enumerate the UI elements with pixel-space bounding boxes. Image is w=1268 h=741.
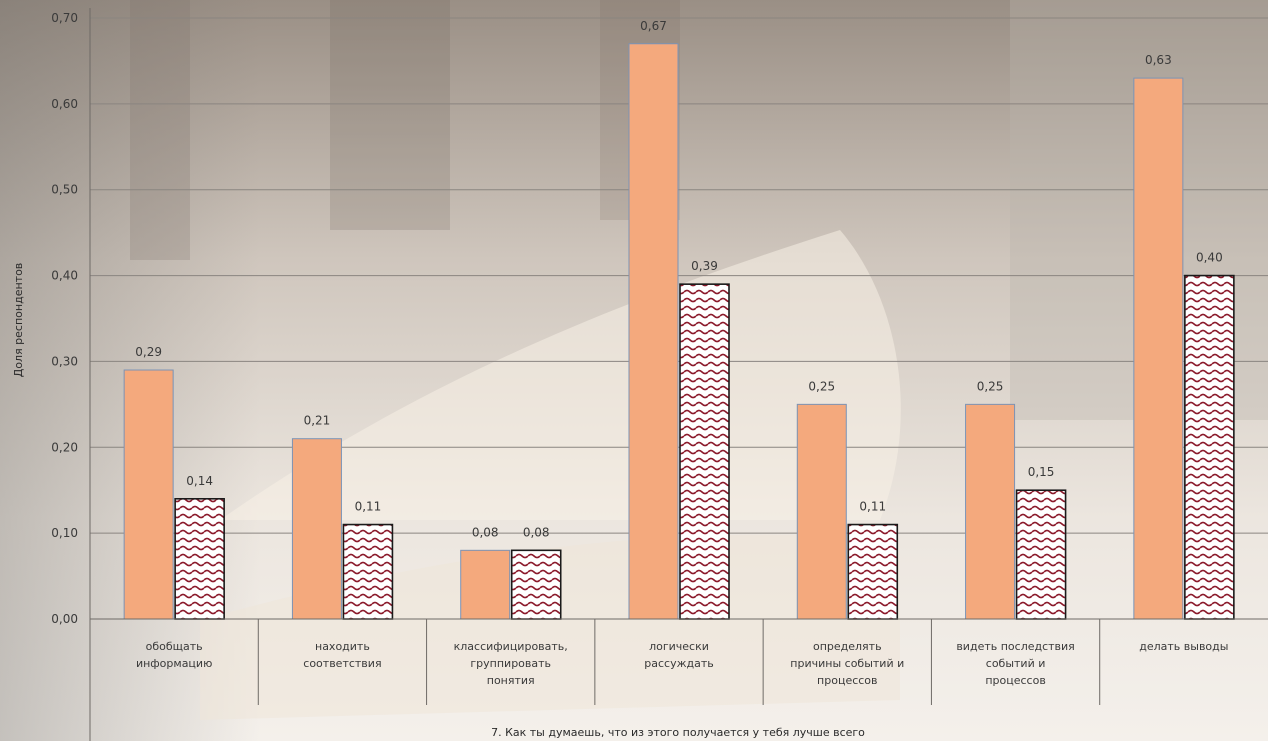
category-label-line: соответствия [303, 657, 381, 670]
y-tick-label: 0,40 [51, 269, 78, 283]
bar [679, 283, 730, 620]
bar [174, 497, 225, 620]
data-label: 0,25 [977, 379, 1004, 393]
data-label: 0,40 [1196, 251, 1223, 265]
category-label: логически рассуждать [644, 640, 713, 670]
y-axis-title: Доля респондентов [12, 263, 25, 378]
category-label-line: видеть последствия [956, 640, 1074, 653]
data-label: 0,25 [808, 379, 835, 393]
bar [847, 523, 899, 620]
data-labels: 0,29 0,21 0,08 0,67 0,25 0,25 0,63 0,14 0,11 0,08… [135, 19, 1222, 540]
data-label: 0,67 [640, 19, 667, 33]
category-label: определять причины событий и процессов [790, 640, 904, 687]
data-label: 0,15 [1028, 465, 1055, 479]
y-axis-ticks: 0,00 0,10 0,20 0,30 0,40 0,50 0,60 0,70 [51, 11, 78, 626]
category-label-line: классифицировать, [454, 640, 568, 653]
category-label-line: понятия [487, 674, 535, 687]
bar [965, 403, 1016, 620]
data-label: 0,39 [691, 259, 718, 273]
category-label: классифицировать, группировать понятия [454, 640, 568, 687]
category-label-line: процессов [985, 674, 1045, 687]
bar [1133, 77, 1184, 620]
bar [1184, 274, 1235, 620]
category-label: находить соответствия [303, 640, 381, 670]
data-label: 0,08 [472, 525, 499, 539]
category-label-line: определять [813, 640, 882, 653]
bar [1015, 489, 1067, 620]
y-tick-label: 0,10 [51, 526, 78, 540]
data-label: 0,11 [859, 500, 886, 514]
bar [796, 403, 847, 620]
data-label: 0,08 [523, 525, 550, 539]
category-label-line: событий и [986, 657, 1046, 670]
bar [291, 438, 342, 620]
category-label-line: причины событий и [790, 657, 904, 670]
category-label-line: находить [315, 640, 370, 653]
bars [123, 43, 1235, 620]
data-label: 0,11 [355, 500, 382, 514]
y-tick-label: 0,20 [51, 440, 78, 454]
y-tick-label: 0,30 [51, 354, 78, 368]
data-label: 0,63 [1145, 53, 1172, 67]
y-tick-label: 0,00 [51, 612, 78, 626]
category-label-line: обобщать [146, 640, 203, 653]
category-label-line: информацию [136, 657, 212, 670]
bar [628, 43, 679, 620]
y-tick-label: 0,50 [51, 183, 78, 197]
y-tick-label: 0,60 [51, 97, 78, 111]
bar [460, 549, 511, 620]
category-label: делать выводы [1139, 640, 1228, 653]
category-label-line: группировать [470, 657, 551, 670]
category-labels: обобщать информацию находить соответствия кл… [136, 619, 1228, 705]
data-label: 0,29 [135, 345, 162, 359]
data-label: 0,21 [304, 414, 331, 428]
y-tick-label: 0,70 [51, 11, 78, 25]
category-label-line: процессов [817, 674, 877, 687]
bar [342, 523, 394, 620]
category-label-line: делать выводы [1139, 640, 1228, 653]
bar [123, 369, 174, 620]
category-label-line: логически [649, 640, 709, 653]
category-label: обобщать информацию [136, 640, 212, 670]
bar [510, 549, 562, 620]
category-label: видеть последствия событий и процессов [956, 640, 1074, 687]
data-label: 0,14 [186, 474, 213, 488]
x-axis-title: 7. Как ты думаешь, что из этого получает… [491, 726, 865, 739]
category-label-line: рассуждать [644, 657, 713, 670]
axes [89, 8, 1268, 741]
